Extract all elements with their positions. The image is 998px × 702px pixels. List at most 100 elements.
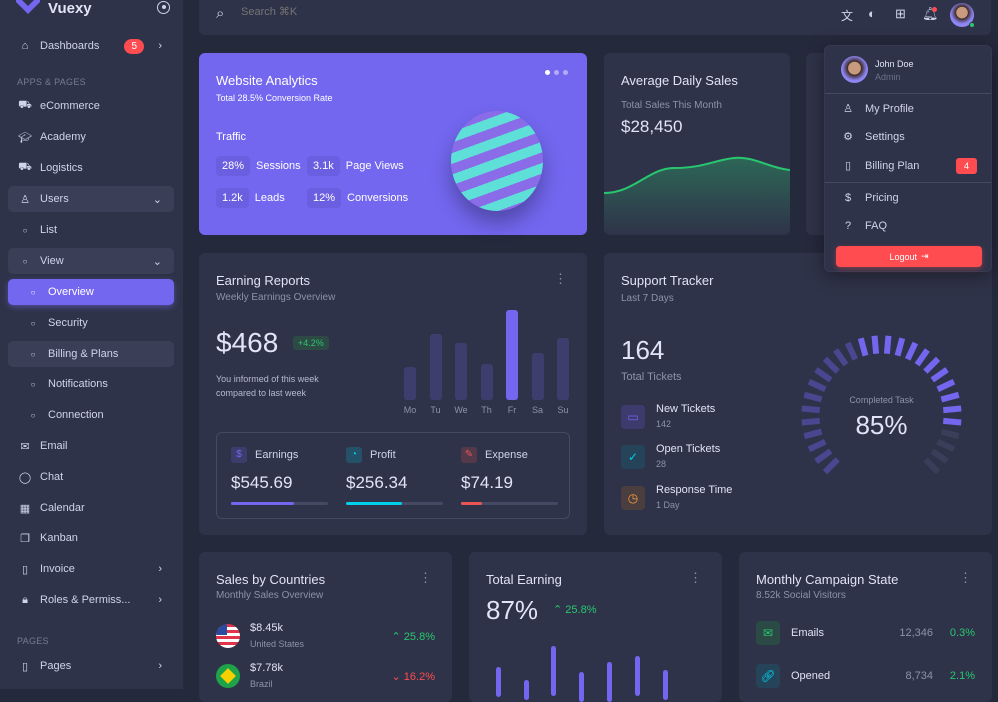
campaign-count: 8,734 bbox=[905, 670, 933, 682]
card-title: Earning Reports bbox=[216, 273, 310, 288]
gauge-segment bbox=[883, 335, 892, 354]
clock-icon: ◷ bbox=[621, 486, 645, 510]
country-sales: $8.45k bbox=[250, 622, 284, 634]
bar-th bbox=[480, 363, 493, 400]
more-vertical-icon[interactable]: ⋮ bbox=[419, 570, 432, 585]
nav-view[interactable]: ○ View ⌄ bbox=[8, 248, 174, 274]
gauge-segment bbox=[822, 356, 840, 374]
theme-moon-icon[interactable]: ◐ bbox=[868, 6, 876, 21]
nav-pages[interactable]: ▯ Pages › bbox=[8, 653, 174, 679]
earning-value: $468 bbox=[216, 327, 279, 358]
nav-logistics[interactable]: ⛟ Logistics bbox=[8, 155, 174, 181]
bar-sa bbox=[531, 352, 544, 400]
nav-academy[interactable]: 🎓︎ Academy bbox=[8, 124, 174, 150]
menu-faq[interactable]: ? FAQ bbox=[841, 220, 887, 232]
menu-pricing[interactable]: $ Pricing bbox=[841, 192, 899, 204]
kanban-icon: ❐ bbox=[20, 532, 30, 545]
nav-security[interactable]: ○ Security bbox=[8, 310, 174, 336]
dollar-icon: $ bbox=[844, 192, 852, 204]
chat-icon: ◯ bbox=[18, 471, 32, 484]
stat-label: Page Views bbox=[345, 160, 404, 172]
nav-ecommerce[interactable]: ⛟ eCommerce bbox=[8, 93, 174, 119]
notification-dot bbox=[932, 7, 937, 12]
response-time-label: Response Time bbox=[656, 484, 733, 496]
gauge-segment bbox=[803, 391, 823, 403]
stat-sessions: 28% Sessions bbox=[216, 156, 301, 176]
nav-users[interactable]: ♙ Users ⌄ bbox=[8, 186, 174, 212]
nav-notifications[interactable]: ○ Notifications bbox=[8, 371, 174, 397]
change-value: 16.2% bbox=[403, 671, 435, 683]
logout-button[interactable]: Logout ⇥ bbox=[836, 246, 982, 267]
menu-billing-plan[interactable]: ▯ Billing Plan bbox=[841, 159, 919, 173]
circle-icon: ○ bbox=[22, 225, 28, 235]
stat-progress-track bbox=[231, 502, 328, 505]
translate-icon[interactable]: 文 bbox=[841, 9, 854, 23]
check-icon: ✓ bbox=[621, 445, 645, 469]
section-pages: PAGES bbox=[17, 636, 49, 646]
card-subtitle: Weekly Earnings Overview bbox=[216, 292, 336, 303]
country-change-up: ⌃ 25.8% bbox=[391, 631, 435, 643]
campaign-percent: 0.3% bbox=[949, 627, 975, 639]
nav-invoice[interactable]: ▯ Invoice › bbox=[8, 556, 174, 582]
nav-kanban[interactable]: ❐ Kanban bbox=[8, 525, 174, 551]
nav-connection[interactable]: ○ Connection bbox=[8, 402, 174, 428]
search-input[interactable] bbox=[241, 6, 541, 18]
more-vertical-icon[interactable]: ⋮ bbox=[959, 570, 972, 585]
nav-label: Pages bbox=[40, 660, 72, 672]
nav-label: Kanban bbox=[40, 532, 78, 544]
gauge-segment bbox=[930, 448, 949, 464]
profile-dropdown: John Doe Admin ♙ My Profile ⚙ Settings ▯ Bi… bbox=[824, 45, 992, 272]
stat-progress-track bbox=[461, 502, 558, 505]
gauge-segment bbox=[801, 405, 820, 414]
stat-page-views: 3.1k Page Views bbox=[307, 156, 404, 176]
nav-list[interactable]: ○ List bbox=[8, 217, 174, 243]
chevron-right-icon: › bbox=[158, 563, 162, 575]
nav-roles[interactable]: 🔒︎ Roles & Permiss... › bbox=[8, 587, 174, 613]
file-icon: ▯ bbox=[21, 563, 29, 576]
nav-overview[interactable]: ○ Overview bbox=[8, 279, 174, 305]
chart-bar bbox=[579, 672, 584, 702]
day-label: Sa bbox=[531, 405, 543, 415]
lock-icon: 🔒︎ bbox=[22, 593, 28, 606]
chevron-down-icon: ⌄ bbox=[152, 255, 162, 268]
carousel-indicators[interactable] bbox=[545, 70, 568, 75]
menu-my-profile[interactable]: ♙ My Profile bbox=[841, 102, 914, 116]
gauge-segment bbox=[807, 438, 827, 453]
nav-label: eCommerce bbox=[40, 100, 100, 112]
gear-icon: ⚙ bbox=[843, 131, 853, 143]
nav-label: Billing & Plans bbox=[48, 348, 119, 360]
more-vertical-icon[interactable]: ⋮ bbox=[554, 271, 567, 286]
nav-chat[interactable]: ◯ Chat bbox=[8, 464, 174, 490]
response-time-value: 1 Day bbox=[656, 500, 680, 510]
stat-label: Sessions bbox=[256, 160, 301, 172]
billing-badge: 4 bbox=[956, 158, 978, 174]
traffic-label: Traffic bbox=[216, 131, 246, 143]
mail-icon: ✉ bbox=[756, 621, 780, 645]
card-subtitle: Monthly Sales Overview bbox=[216, 590, 324, 601]
card-subtitle: Total Sales This Month bbox=[621, 100, 722, 111]
circle-icon: ○ bbox=[30, 410, 36, 420]
nav-label: Overview bbox=[48, 286, 94, 298]
shortcuts-grid-icon[interactable]: ⊞ bbox=[895, 6, 906, 21]
chart-bar bbox=[496, 667, 501, 697]
earning-note-2: compared to last week bbox=[216, 388, 307, 398]
country-name: United States bbox=[250, 639, 305, 649]
average-daily-sales-card: Average Daily Sales Total Sales This Mon… bbox=[604, 53, 790, 235]
nav-dashboards[interactable]: ⌂ Dashboards 5 › bbox=[8, 33, 174, 59]
profit-icon: ◔ bbox=[346, 447, 362, 463]
menu-settings[interactable]: ⚙ Settings bbox=[841, 130, 905, 144]
chart-bar bbox=[551, 646, 556, 696]
stat-value: 28% bbox=[216, 156, 251, 176]
collapse-toggle-icon[interactable] bbox=[157, 1, 170, 14]
nav-email[interactable]: ✉ Email bbox=[8, 433, 174, 459]
file-icon: ▯ bbox=[21, 660, 29, 673]
more-vertical-icon[interactable]: ⋮ bbox=[689, 570, 702, 585]
country-sales: $7.78k bbox=[250, 662, 284, 674]
nav-calendar[interactable]: ▦ Calendar bbox=[8, 495, 174, 521]
chevron-down-icon: ⌄ bbox=[152, 193, 162, 206]
ticket-icon: ▭ bbox=[621, 405, 645, 429]
online-status-dot bbox=[969, 22, 975, 28]
country-change-down: ⌄ 16.2% bbox=[391, 671, 435, 683]
nav-billing-plans[interactable]: ○ Billing & Plans bbox=[8, 341, 174, 367]
topbar: ⌕ 文 ◐ ⊞ 🔔︎ bbox=[199, 0, 991, 35]
